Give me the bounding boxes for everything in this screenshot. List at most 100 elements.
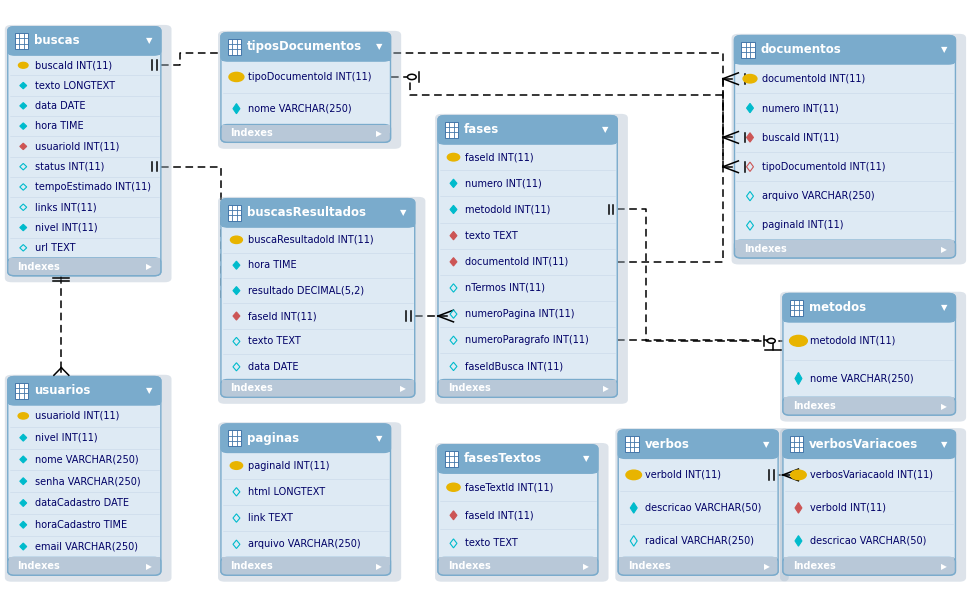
Text: Indexes: Indexes [448, 562, 490, 571]
FancyBboxPatch shape [435, 114, 628, 404]
FancyBboxPatch shape [780, 428, 966, 582]
Text: hora TIME: hora TIME [35, 121, 83, 131]
Text: verboId INT(11): verboId INT(11) [645, 470, 721, 480]
Text: verboId INT(11): verboId INT(11) [810, 503, 886, 513]
Circle shape [18, 62, 28, 68]
Bar [445, 122, 458, 138]
Text: Indexes: Indexes [744, 244, 787, 254]
Text: faseId INT(11): faseId INT(11) [465, 152, 534, 162]
Text: tipoDocumentoId INT(11): tipoDocumentoId INT(11) [762, 162, 885, 172]
Text: html LONGTEXT: html LONGTEXT [248, 487, 326, 497]
Text: numeroPagina INT(11): numeroPagina INT(11) [465, 309, 575, 319]
Text: data DATE: data DATE [248, 362, 298, 372]
FancyBboxPatch shape [8, 557, 161, 575]
Polygon shape [233, 104, 240, 114]
FancyBboxPatch shape [218, 197, 425, 404]
FancyBboxPatch shape [438, 445, 598, 575]
Text: paginas: paginas [247, 432, 299, 445]
Circle shape [229, 72, 244, 81]
FancyBboxPatch shape [783, 294, 955, 322]
Text: Indexes: Indexes [231, 562, 273, 571]
Polygon shape [233, 286, 240, 295]
FancyBboxPatch shape [618, 430, 778, 458]
Text: ▼: ▼ [146, 386, 152, 396]
Text: fasesTextos: fasesTextos [464, 452, 543, 466]
Circle shape [448, 154, 459, 161]
FancyBboxPatch shape [221, 557, 391, 575]
Text: verbosVariacaoId INT(11): verbosVariacaoId INT(11) [810, 470, 933, 480]
FancyBboxPatch shape [218, 31, 401, 149]
Polygon shape [746, 103, 754, 113]
Bar [9, 258, 160, 266]
Text: faseId INT(11): faseId INT(11) [248, 311, 317, 321]
Text: Indexes: Indexes [793, 562, 835, 571]
Text: ▶: ▶ [146, 262, 152, 272]
Text: ▼: ▼ [146, 36, 152, 46]
Circle shape [743, 75, 757, 83]
Text: Indexes: Indexes [793, 401, 835, 411]
Text: ▼: ▼ [941, 303, 947, 313]
Text: radical VARCHAR(250): radical VARCHAR(250) [645, 536, 754, 546]
Text: descricao VARCHAR(50): descricao VARCHAR(50) [645, 503, 762, 513]
Text: nivel INT(11): nivel INT(11) [35, 222, 98, 232]
Text: buscas: buscas [34, 34, 79, 47]
Text: ▼: ▼ [603, 125, 609, 135]
Text: ▼: ▼ [941, 439, 947, 449]
FancyBboxPatch shape [435, 443, 609, 582]
Text: arquivo VARCHAR(250): arquivo VARCHAR(250) [248, 539, 360, 549]
Bar [619, 557, 777, 566]
Bar [9, 557, 160, 566]
Text: email VARCHAR(250): email VARCHAR(250) [35, 541, 138, 551]
Bar [222, 380, 414, 388]
Text: metodoId INT(11): metodoId INT(11) [465, 205, 550, 215]
Bar [784, 557, 954, 566]
FancyBboxPatch shape [735, 36, 955, 258]
Text: Indexes: Indexes [231, 384, 273, 393]
Polygon shape [19, 103, 27, 109]
Polygon shape [19, 543, 27, 550]
Text: buscaId INT(11): buscaId INT(11) [762, 132, 839, 142]
Polygon shape [450, 205, 457, 213]
Bar [619, 448, 777, 458]
Text: ▶: ▶ [583, 562, 589, 571]
Polygon shape [450, 231, 457, 240]
Circle shape [626, 470, 641, 480]
Text: usuarioId INT(11): usuarioId INT(11) [35, 141, 119, 151]
Polygon shape [19, 521, 27, 528]
Text: ▼: ▼ [764, 439, 769, 449]
Text: tempoEstimado INT(11): tempoEstimado INT(11) [35, 182, 151, 192]
Polygon shape [450, 179, 457, 187]
Text: buscaResultadoId INT(11): buscaResultadoId INT(11) [248, 235, 374, 245]
Circle shape [231, 462, 242, 469]
Bar [228, 431, 241, 446]
FancyBboxPatch shape [221, 424, 391, 575]
FancyBboxPatch shape [438, 557, 598, 575]
Bar [445, 451, 458, 467]
Polygon shape [19, 143, 27, 149]
Bar [15, 383, 28, 398]
FancyBboxPatch shape [783, 430, 955, 458]
Polygon shape [795, 503, 802, 513]
Text: fases: fases [464, 123, 499, 136]
Text: usuarioId INT(11): usuarioId INT(11) [35, 411, 119, 421]
Text: buscaId INT(11): buscaId INT(11) [35, 60, 112, 71]
Bar [735, 54, 954, 64]
Polygon shape [19, 224, 27, 231]
Text: metodos: metodos [809, 301, 866, 314]
Text: nivel INT(11): nivel INT(11) [35, 433, 98, 443]
Polygon shape [19, 478, 27, 484]
FancyBboxPatch shape [783, 294, 955, 415]
Bar [222, 125, 390, 133]
Text: url TEXT: url TEXT [35, 243, 76, 253]
Text: nome VARCHAR(250): nome VARCHAR(250) [810, 374, 914, 384]
Text: data DATE: data DATE [35, 101, 85, 111]
FancyBboxPatch shape [221, 380, 415, 397]
Bar [741, 42, 755, 58]
Text: ▶: ▶ [400, 384, 406, 393]
Polygon shape [19, 434, 27, 441]
Text: ▼: ▼ [400, 208, 406, 218]
Bar [15, 33, 28, 49]
Text: link TEXT: link TEXT [248, 513, 293, 523]
FancyBboxPatch shape [8, 377, 161, 575]
Polygon shape [450, 257, 457, 266]
